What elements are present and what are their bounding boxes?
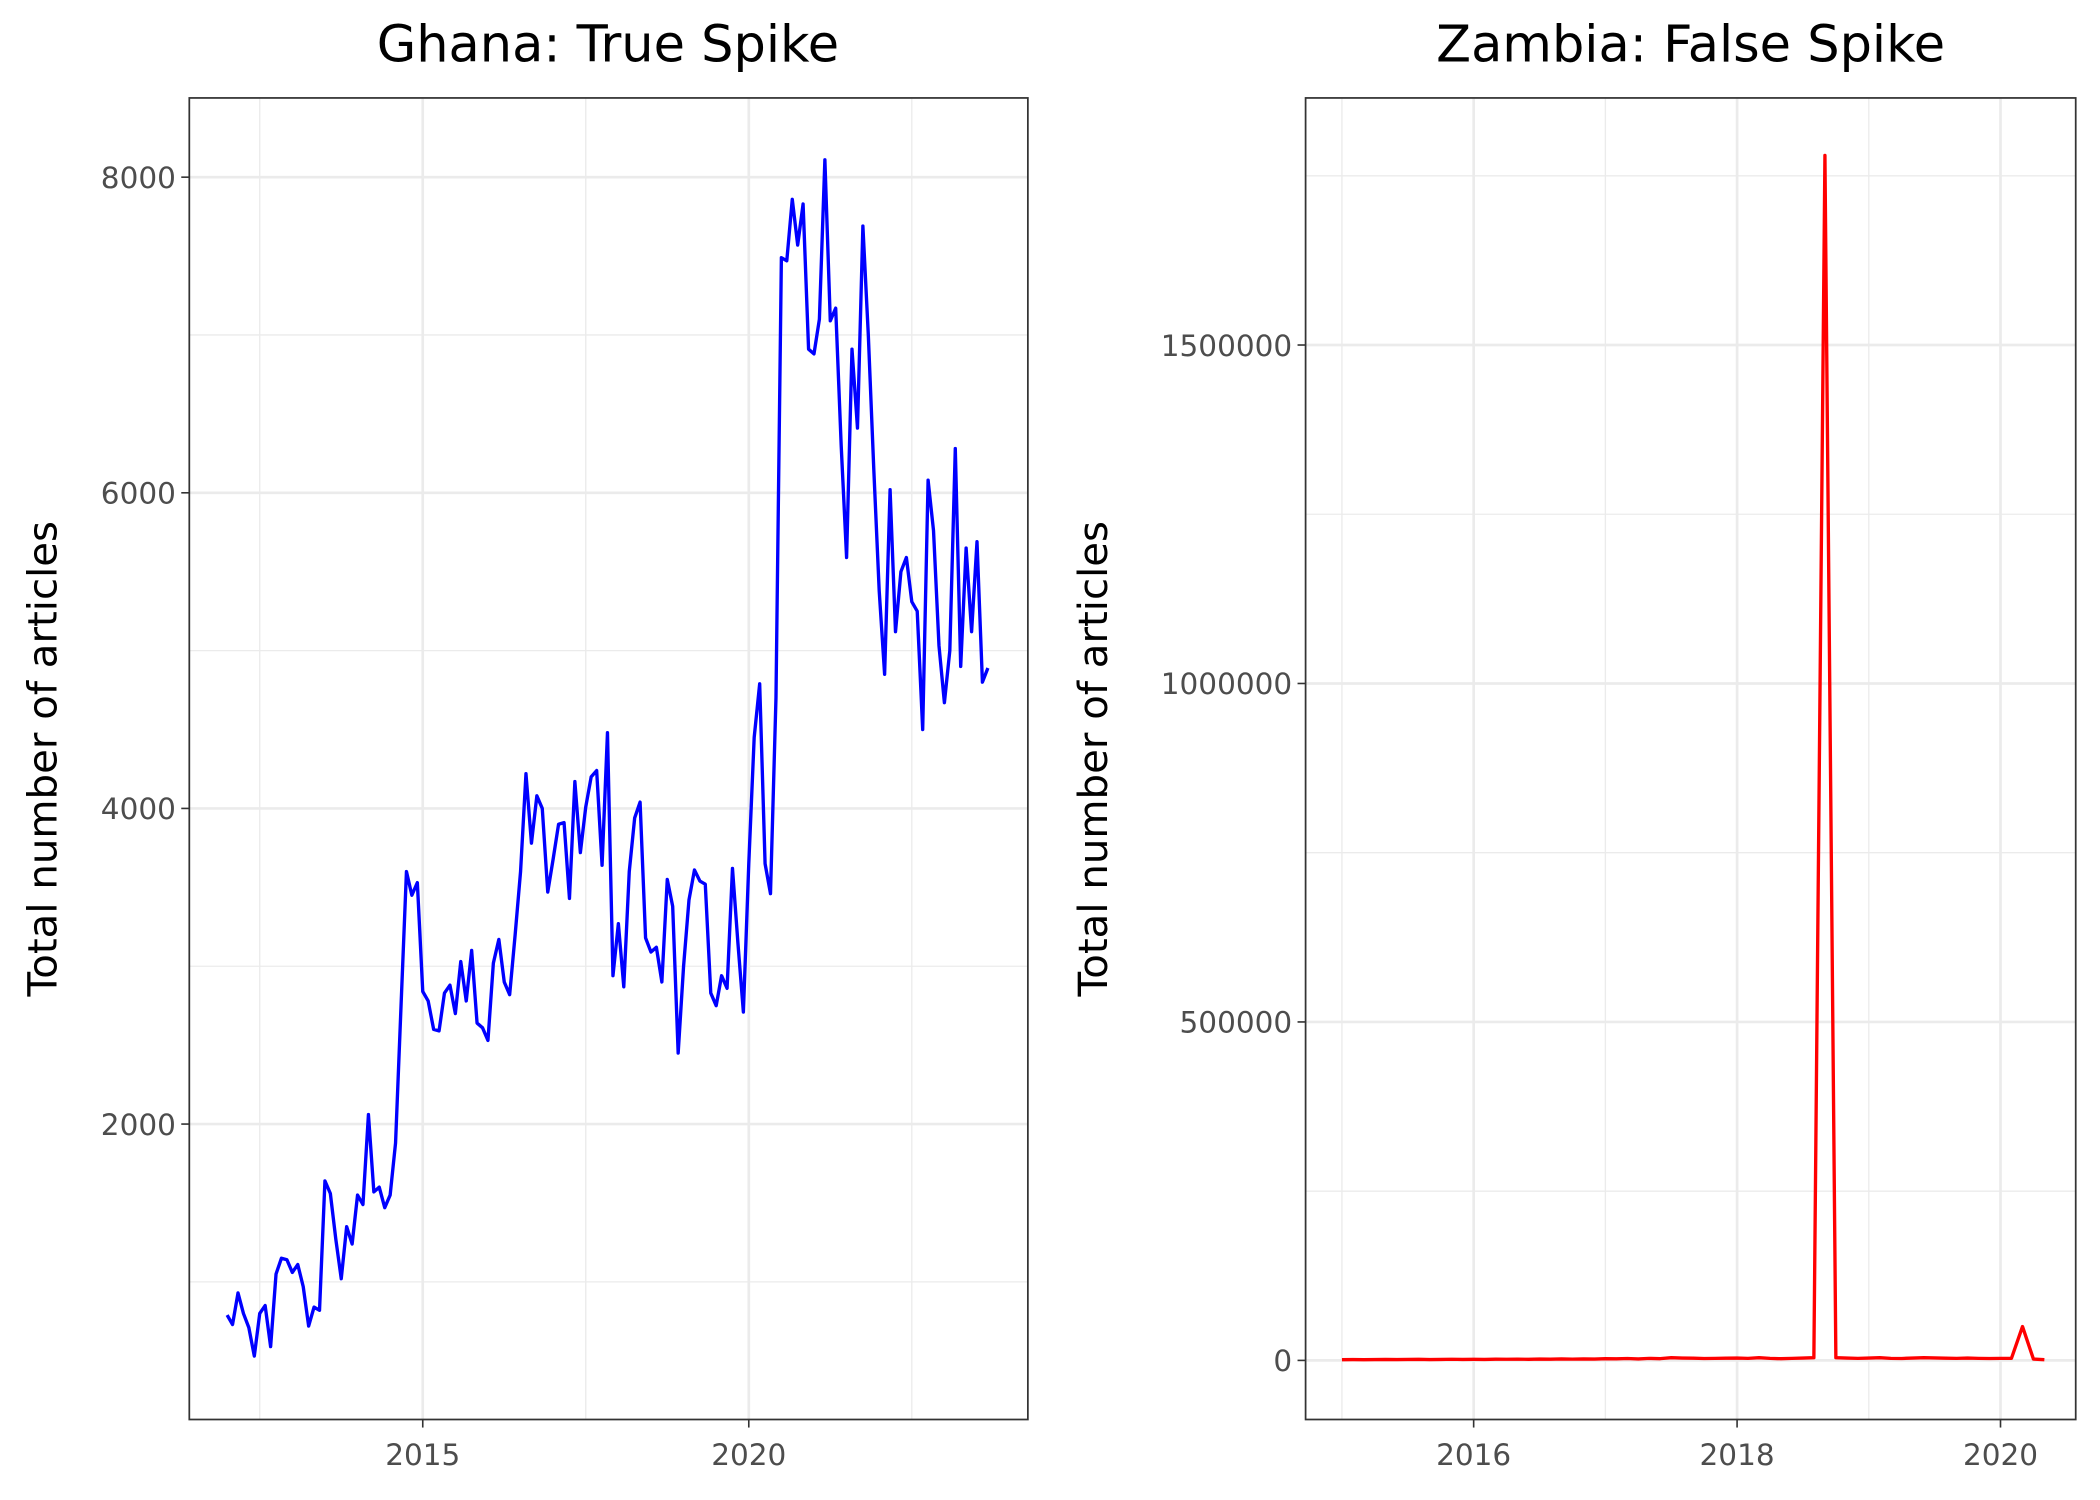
y-axis-title: Total number of articles — [1071, 521, 1117, 998]
data-line — [1341, 153, 2045, 1362]
y-tick-label: 8000 — [101, 161, 176, 195]
chart-title: Ghana: True Spike — [377, 16, 839, 75]
y-axis-title: Total number of articles — [20, 521, 66, 998]
chart-title: Zambia: False Spike — [1436, 16, 1945, 75]
plot-background — [1305, 97, 2076, 1420]
y-tick-label: 4000 — [101, 792, 176, 826]
y-tick-label: 1500000 — [1161, 329, 1292, 363]
y-tick-label: 500000 — [1180, 1006, 1293, 1040]
panel-border — [1304, 97, 2077, 1421]
x-tick-label: 2016 — [1436, 1438, 1511, 1472]
x-tick-label: 2020 — [711, 1438, 786, 1472]
y-tick-label: 0 — [1273, 1344, 1292, 1378]
y-tick-label: 2000 — [101, 1108, 176, 1142]
x-tick-label: 2015 — [385, 1438, 460, 1472]
x-tick-label: 2018 — [1700, 1438, 1775, 1472]
y-tick-label: 1000000 — [1161, 667, 1292, 701]
y-tick-label: 6000 — [101, 477, 176, 511]
x-tick-label: 2020 — [1963, 1438, 2038, 1472]
panel-border — [188, 97, 1029, 1421]
data-line — [225, 158, 990, 1358]
